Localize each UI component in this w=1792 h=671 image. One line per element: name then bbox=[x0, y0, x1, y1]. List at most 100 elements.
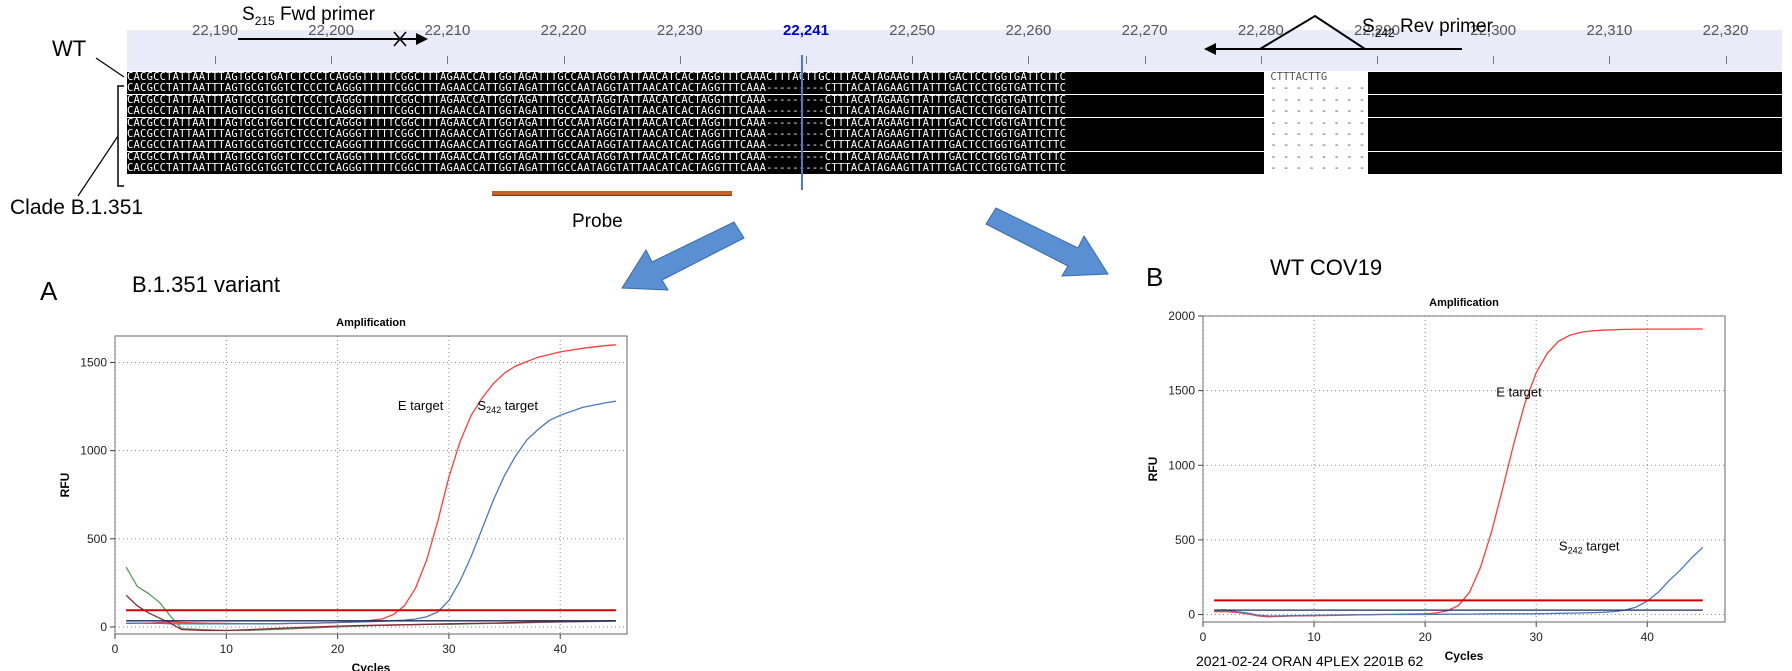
ruler-position-label: 22,310 bbox=[1586, 22, 1633, 39]
ruler-tick bbox=[447, 56, 449, 64]
x-axis-label: Cycles bbox=[352, 661, 391, 671]
arrow-to-panel-a bbox=[621, 221, 745, 291]
ruler-tick bbox=[331, 56, 333, 64]
clade-sequence-row: CACGCCTATTAATTTAGTGCGTGGTCTCCCTCAGGGTTTT… bbox=[127, 163, 1782, 175]
position-marker-line bbox=[801, 55, 803, 190]
rev-primer-label: S242 Rev primer bbox=[1362, 16, 1493, 40]
ruler-tick bbox=[563, 56, 565, 64]
ruler-tick bbox=[215, 56, 216, 64]
x-tick-label: 30 bbox=[1530, 630, 1544, 644]
chart-b: 0 10 20 30 40 0 500 1000 1500 2000 Amplification Cy… bbox=[1146, 297, 1726, 663]
clade-deletion-gap: - - - - - - - - bbox=[1264, 140, 1368, 152]
clade-label: Clade B.1.351 bbox=[10, 196, 144, 219]
y-tick-label: 1000 bbox=[1168, 458, 1195, 472]
fwd-primer-sub: 215 bbox=[254, 13, 275, 28]
ruler-tick bbox=[912, 56, 914, 64]
ruler-position-label: 22,280 bbox=[1237, 22, 1284, 39]
y-tick-label: 0 bbox=[100, 620, 107, 634]
clade-deletion-gap: - - - - - - - - bbox=[1264, 163, 1368, 175]
series-annotation: E target bbox=[398, 398, 444, 413]
ruler-position-label: 22,200 bbox=[308, 22, 355, 39]
fwd-primer-text: Fwd primer bbox=[274, 4, 376, 25]
ruler-position-label: 22,300 bbox=[1470, 22, 1517, 39]
y-tick-label: 0 bbox=[1188, 608, 1195, 622]
wt-insertion: CTTTACTTG bbox=[1264, 72, 1368, 83]
y-tick-label: 1500 bbox=[1168, 384, 1195, 398]
fwd-primer-arrow bbox=[238, 31, 428, 47]
clade-sequence-row: CACGCCTATTAATTTAGTGCGTGGTCTCCCTCAGGGTTTT… bbox=[127, 140, 1782, 152]
ruler-tick bbox=[1028, 56, 1030, 64]
chart-title: Amplification bbox=[336, 317, 406, 329]
ruler-tick bbox=[806, 56, 807, 64]
y-tick-label: 500 bbox=[87, 532, 107, 546]
ruler-position-label: 22,190 bbox=[192, 22, 238, 39]
series-line bbox=[126, 400, 617, 625]
ruler-position-label: 22,260 bbox=[1005, 22, 1052, 39]
ruler-tick bbox=[679, 56, 681, 64]
clade-sequence-row: CACGCCTATTAATTTAGTGCGTGGTCTCCCTCAGGGTTTT… bbox=[127, 106, 1782, 118]
clade-deletion-gap: - - - - - - - - bbox=[1264, 106, 1368, 118]
rev-primer-arrow bbox=[1204, 14, 1462, 55]
rev-primer-text: Rev primer bbox=[1394, 16, 1493, 37]
panel-b-footer: 2021-02-24 ORAN 4PLEX 2201B 62 bbox=[1196, 653, 1424, 669]
y-axis-label: RFU bbox=[1146, 457, 1160, 482]
clade-deletion-gap: - - - - - - - - bbox=[1264, 129, 1368, 140]
clade-sequence-row: CACGCCTATTAATTTAGTGCGTGGTCTCCCTCAGGGTTTT… bbox=[127, 83, 1782, 95]
wt-sequence-row: CACGCCTATTAATTTAGTGCGTGATCTCCCTCAGGGTTTT… bbox=[127, 72, 1782, 83]
probe-label: Probe bbox=[572, 211, 623, 232]
panel-a-letter: A bbox=[40, 276, 58, 306]
rev-primer-letter: S bbox=[1362, 16, 1375, 37]
ruler-position-label: 22,290 bbox=[1354, 22, 1400, 39]
chart-a: 0 10 20 30 40 0 500 1000 1500 Amplification Cycles… bbox=[58, 317, 628, 671]
x-tick-label: 20 bbox=[1418, 630, 1432, 644]
fwd-primer-label: S215 Fwd primer bbox=[242, 4, 375, 28]
clade-deletion-gap: - - - - - - - - bbox=[1264, 117, 1368, 129]
x-tick-label: 40 bbox=[554, 642, 568, 656]
clade-sequence-row: CACGCCTATTAATTTAGTGCGTGGTCTCCCTCAGGGTTTT… bbox=[127, 117, 1782, 129]
ruler-tick bbox=[1493, 56, 1495, 64]
panel-b-title: WT COV19 bbox=[1270, 255, 1383, 280]
y-tick-label: 2000 bbox=[1168, 309, 1195, 323]
y-tick-label: 1500 bbox=[80, 355, 107, 369]
plot-area bbox=[114, 335, 628, 635]
ruler-position-label: 22,210 bbox=[424, 22, 471, 39]
ruler-tick bbox=[1609, 56, 1611, 64]
clade-sequence-row: CACGCCTATTAATTTAGTGCGTGGTCTCCCTCAGGGTTTT… bbox=[127, 151, 1782, 163]
rev-primer-sub: 242 bbox=[1374, 25, 1395, 40]
panel-b-letter: B bbox=[1146, 262, 1164, 292]
ruler-tick bbox=[1725, 56, 1727, 64]
ruler-tick bbox=[1260, 56, 1262, 64]
fwd-primer-letter: S bbox=[242, 4, 255, 25]
ruler-position-label: 22,250 bbox=[889, 22, 936, 39]
ruler-position-label: 22,320 bbox=[1702, 22, 1749, 39]
y-tick-label: 500 bbox=[1175, 533, 1195, 547]
x-tick-label: 0 bbox=[1200, 630, 1207, 644]
probe-bar bbox=[492, 191, 732, 196]
series-annotation: E target bbox=[1496, 385, 1542, 400]
series-line bbox=[125, 594, 616, 632]
clade-sequence-row: CACGCCTATTAATTTAGTGCGTGGTCTCCCTCAGGGTTTT… bbox=[127, 129, 1782, 140]
clade-deletion-gap: - - - - - - - - bbox=[1264, 83, 1368, 95]
ruler-tick bbox=[1377, 56, 1378, 64]
arrow-to-panel-b bbox=[985, 207, 1109, 277]
clade-deletion-gap: - - - - - - - - bbox=[1264, 151, 1368, 163]
chart-title: Amplification bbox=[1429, 297, 1499, 309]
x-tick-label: 30 bbox=[442, 642, 456, 656]
x-tick-label: 10 bbox=[1307, 630, 1321, 644]
x-tick-label: 0 bbox=[112, 642, 119, 656]
x-axis-label: Cycles bbox=[1445, 649, 1484, 663]
wt-label: WT bbox=[52, 36, 87, 61]
ruler-position-label: 22,220 bbox=[540, 22, 587, 39]
panel-a-title: B.1.351 variant bbox=[132, 272, 280, 297]
ruler-position-label: 22,241 bbox=[783, 22, 829, 39]
wt-pointer bbox=[77, 57, 125, 197]
ruler-tick bbox=[1144, 56, 1146, 64]
series-annotation: S242 target bbox=[1559, 538, 1620, 555]
y-tick-label: 1000 bbox=[80, 444, 107, 458]
ruler-position-label: 22,230 bbox=[656, 22, 703, 39]
clade-deletion-gap: - - - - - - - - bbox=[1264, 94, 1368, 106]
series-annotation: S242 target bbox=[477, 398, 538, 415]
ruler-position-label: 22,270 bbox=[1121, 22, 1168, 39]
x-tick-label: 10 bbox=[220, 642, 234, 656]
x-tick-label: 40 bbox=[1641, 630, 1655, 644]
